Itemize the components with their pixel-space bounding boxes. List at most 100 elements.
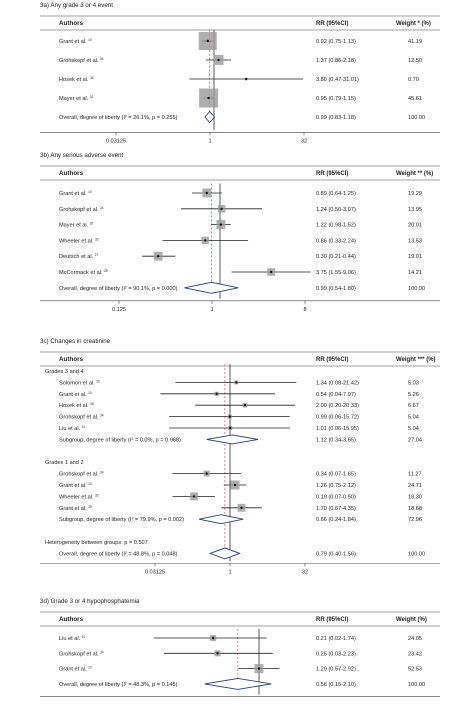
weight-value: 5.04 <box>408 415 419 421</box>
study-label: Grohskopf et al. 34 <box>59 471 104 478</box>
rr-ci-value: 0.95 (0.79-1.15) <box>316 96 356 102</box>
subgroup-heading: Grades 3 and 4 <box>45 369 84 375</box>
rr-ci-value: 0.86 (0.33-2.24) <box>316 238 356 244</box>
subgroup-label: Subgroup, degree of liberty (I² = 0.0%, … <box>59 437 181 443</box>
header-authors: Authors <box>59 20 84 27</box>
reference-number: 31 <box>82 425 86 429</box>
study-label: Grohskopf et al. 34 <box>59 57 104 64</box>
header-weight: Weight (%) <box>396 617 427 623</box>
header-weight: Weight *** (%) <box>396 357 436 363</box>
weight-value: 45.61 <box>408 96 422 102</box>
study-label: Grohskopf et al. 34 <box>59 414 104 421</box>
header-rr: RR (95%CI) <box>316 171 348 177</box>
axis-tick-label: 8 <box>303 307 306 313</box>
reference-number: 10 <box>88 666 92 670</box>
subgroup-diamond <box>199 514 244 525</box>
panel-title: 3c) Changes in creatinine <box>40 338 111 345</box>
heterogeneity-note: Heterogeneity between groups: p = 0.507 <box>45 540 148 546</box>
point-estimate <box>233 483 237 487</box>
study-label: Grohskopf et al. 34 <box>59 206 104 213</box>
study-label: Grant et al. 10 <box>59 190 92 197</box>
point-estimate <box>205 472 208 475</box>
axis-tick-label: 1 <box>210 307 213 313</box>
study-label: Hosek et al. 36 <box>59 76 94 83</box>
weight-value: 6.67 <box>408 403 419 409</box>
rr-ci-value: 0.54 (0.04-7.97) <box>316 392 356 398</box>
reference-number: 34 <box>100 206 104 210</box>
rr-ci-value: 1.29 (0.57-2.92) <box>316 667 356 673</box>
point-estimate <box>240 506 243 509</box>
rr-ci-value: 1.22 (0.98-1.52) <box>316 223 356 229</box>
header-rr: RR (95%CI) <box>316 617 348 623</box>
overall-label: Overall, degree of liberty (I² = 48.8%, … <box>59 551 178 557</box>
axis-tick-label: 0.125 <box>112 307 126 313</box>
weight-value: 12.50 <box>408 58 422 64</box>
rr-ci-value: 1.01 (0.06-15.95) <box>316 426 359 432</box>
weight-value: 24.71 <box>408 483 422 489</box>
header-rr: RR (95%CI) <box>316 21 348 27</box>
reference-number: 28 <box>104 269 108 273</box>
overall-diamond <box>208 547 241 560</box>
point-estimate <box>192 495 196 498</box>
weight-value: 5.04 <box>408 426 419 432</box>
point-estimate <box>228 415 231 418</box>
weight-value: 100.00 <box>408 286 425 292</box>
subgroup-label: Subgroup, degree of liberty (I² = 79.9%,… <box>59 517 184 523</box>
weight-value: 100.00 <box>408 682 425 688</box>
weight-value: 18.68 <box>408 506 422 512</box>
weight-value: 19.01 <box>408 254 422 260</box>
point-estimate <box>217 58 220 62</box>
study-label: Wheeler et al. 33 <box>59 493 99 500</box>
weight-value: 100.00 <box>408 115 425 121</box>
study-label: Grohskopf et al. 34 <box>59 650 104 657</box>
weight-value: 13.53 <box>408 238 422 244</box>
axis-tick-label: 0.03125 <box>145 569 165 575</box>
rr-ci-value: 0.19 (0.07-0.50) <box>316 494 356 500</box>
weight-value: 5.26 <box>408 392 419 398</box>
study-label: McCormack et al. 28 <box>59 269 108 276</box>
header-authors: Authors <box>59 170 84 177</box>
rr-ci-value: 0.56 (0.15-2.10) <box>316 682 356 688</box>
weight-value: 11.27 <box>408 472 422 478</box>
header-authors: Authors <box>59 616 84 623</box>
study-label: Mayer et al. 32 <box>59 95 94 102</box>
study-label: Liu et al. 31 <box>59 425 85 432</box>
study-label: Hosek et al. 36 <box>59 402 94 409</box>
rr-ci-value: 3.75 (1.55-9.06) <box>316 270 356 276</box>
panel-title: 3b) Any serious adverse event <box>40 152 124 159</box>
header-weight: Weight * (%) <box>396 21 431 27</box>
reference-number: 10 <box>88 190 92 194</box>
reference-number: 10 <box>88 38 92 42</box>
axis-tick-label: 1 <box>228 569 231 575</box>
study-label: Mayer et al. 32 <box>59 222 94 229</box>
point-estimate <box>207 96 210 100</box>
point-estimate <box>204 239 207 242</box>
rr-ci-value: 0.99 (0.54-1.80) <box>316 286 356 292</box>
point-estimate <box>235 381 238 384</box>
rr-ci-value: 1.26 (0.75-2.12) <box>316 483 356 489</box>
weight-value: 0.70 <box>408 77 419 83</box>
reference-number: 33 <box>95 237 99 241</box>
axis-tick-label: 0.03125 <box>106 138 126 144</box>
rr-ci-value: 0.99 (0.83-1.18) <box>316 115 356 121</box>
rr-ci-value: 0.34 (0.07-1.65) <box>316 472 356 478</box>
rr-ci-value: 1.24 (0.50-3.07) <box>316 207 356 213</box>
rr-ci-value: 1.34 (0.08-21.42) <box>316 380 359 386</box>
weight-value: 14.21 <box>408 270 422 276</box>
point-estimate <box>245 77 248 81</box>
rr-ci-value: 0.66 (0.24-1.84) <box>316 517 356 523</box>
subgroup-diamond <box>206 434 259 445</box>
point-estimate <box>219 223 223 226</box>
overall-label: Overall, degree of liberty (I² = 48.3%, … <box>59 682 178 688</box>
weight-value: 5.03 <box>408 380 419 386</box>
point-estimate <box>211 636 215 640</box>
weight-value: 18.30 <box>408 494 422 500</box>
weight-value: 19.29 <box>408 191 422 197</box>
rr-ci-value: 1.12 (0.34-3.65) <box>316 437 356 443</box>
rr-ci-value: 0.30 (0.21-0.44) <box>316 254 356 260</box>
reference-number: 32 <box>90 222 94 226</box>
rr-ci-value: 0.25 (0.03-2.23) <box>316 651 356 657</box>
forest-panel-3: 3c) Changes in creatinine Authors RR (95%C… <box>40 338 440 575</box>
rr-ci-value: 3.80 (0.47-31.01) <box>316 77 359 83</box>
